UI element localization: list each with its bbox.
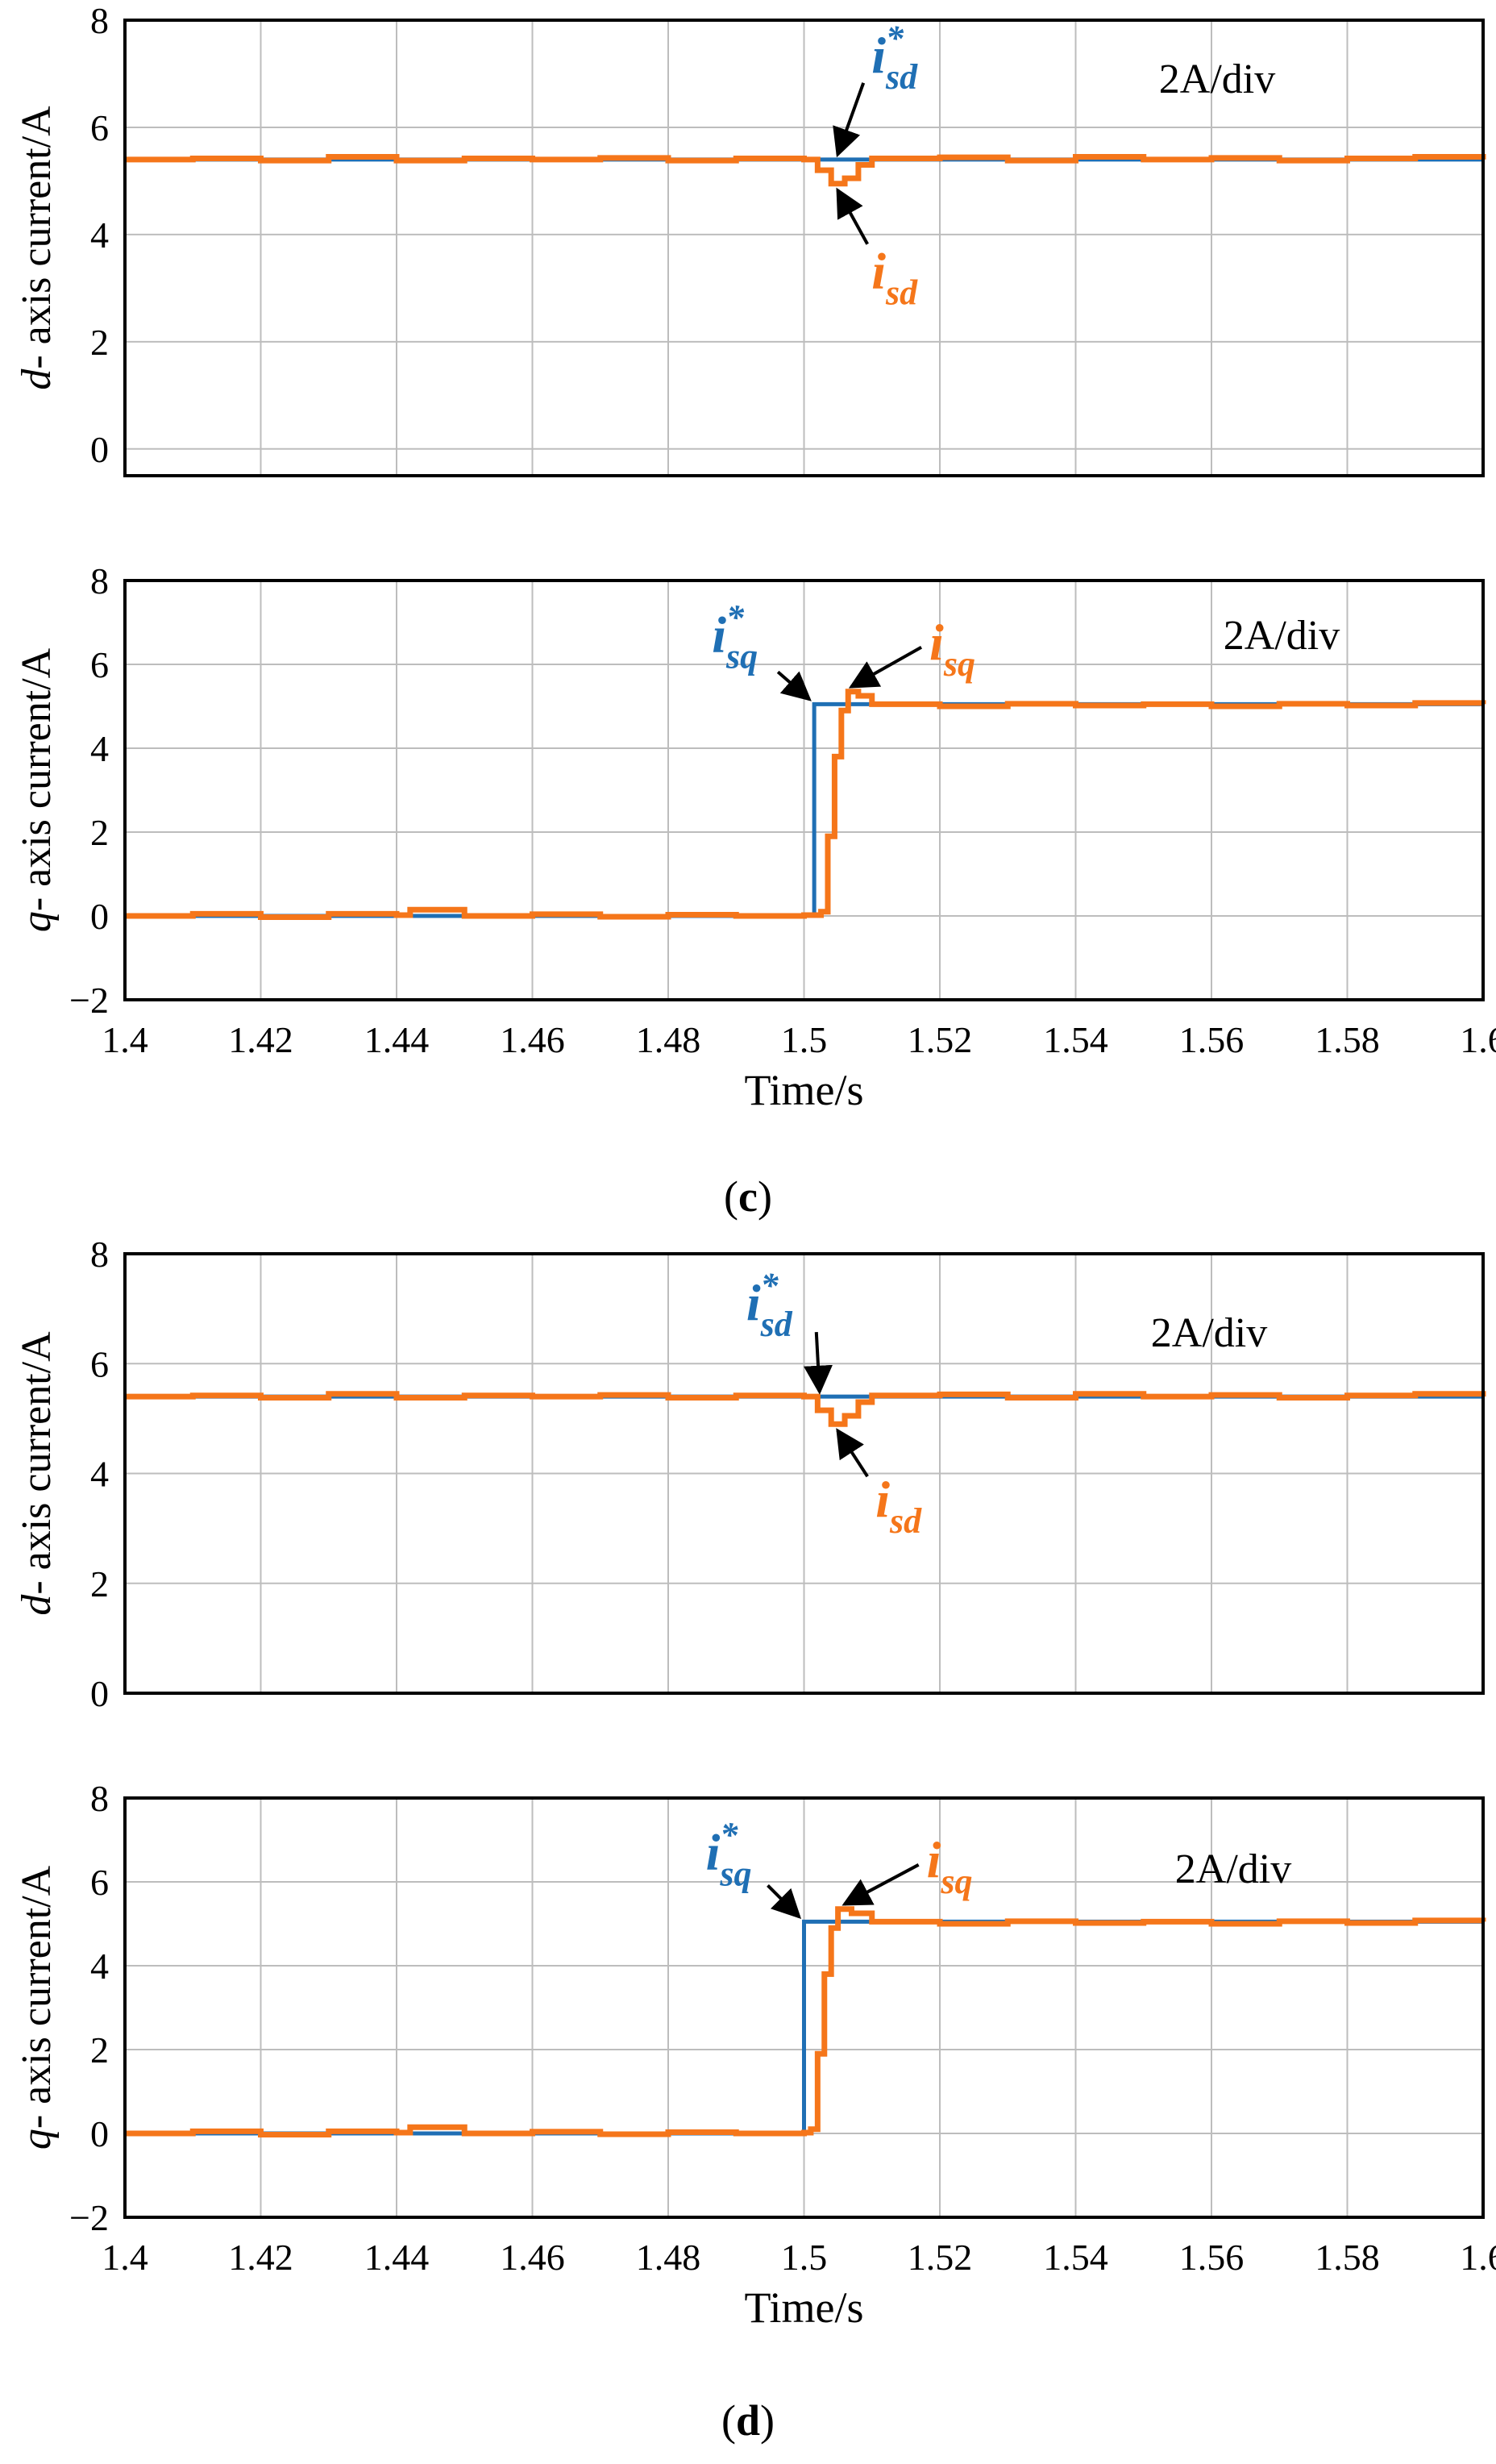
x-tick-label: 1.56 [1179,2237,1245,2278]
annotation-label: i* sd [746,1266,793,1344]
y-tick-label: 8 [90,0,109,41]
y-tick-label: 2 [90,1563,109,1605]
annotation-arrow [836,1428,869,1478]
annotation-arrow [842,1863,920,1906]
reference-series-line [125,1919,1483,2136]
x-tick-label: 1.5 [781,2237,828,2278]
measured-series-line [125,154,1486,187]
y-tick-label: 6 [90,644,109,685]
x-tick-label: 1.58 [1315,2237,1380,2278]
x-tick-label: 1.58 [1315,1019,1380,1060]
x-tick-label: 1.4 [102,2237,148,2278]
y-tick-label: 8 [90,1778,109,1819]
scale-note: 2A/div [1175,1846,1291,1892]
annotation-label: isq [927,1831,973,1901]
x-tick-label: 1.46 [500,2237,565,2278]
measured-series-line [125,1391,1486,1427]
chart-d-d: 8 6 4 2 0 d- axis current/A 2A/div i* sd isd [14,1234,1486,1714]
y-tick-label: 2 [90,812,109,853]
plot-frame [123,579,1485,1001]
annotation-arrow [848,646,923,689]
scale-note: 2A/div [1159,56,1275,102]
y-tick-label: 4 [90,728,109,769]
x-tick-label: 1.42 [228,2237,293,2278]
y-tick-label: 8 [90,560,109,601]
x-tick-label: 1.42 [228,1019,293,1060]
y-tick-label: −2 [69,2197,109,2238]
plot-frame [123,1796,1485,2219]
y-tick-label: 0 [90,1673,109,1714]
x-tick-label: 1.44 [364,2237,430,2278]
annotation-label: i* sq [712,597,758,676]
measured-series-line [125,1906,1486,2138]
annotation-label: isq [929,614,975,684]
y-axis-label: q- axis current/A [14,1865,60,2150]
panel-label-d: (d) [721,2396,775,2445]
x-tick-label: 1.56 [1179,1019,1245,1060]
y-tick-label: 0 [90,2113,109,2154]
x-axis-label: Time/s [744,2283,863,2332]
measured-series-line [125,689,1486,921]
annotation-arrow [836,187,869,245]
y-tick-label: 6 [90,1862,109,1903]
y-tick-label: −2 [69,980,109,1021]
x-tick-label: 1.48 [636,1019,701,1060]
annotation-arrow [767,1883,802,1919]
y-tick-label: 8 [90,1234,109,1275]
y-tick-label: 4 [90,214,109,256]
y-tick-label: 4 [90,1946,109,1987]
y-tick-label: 0 [90,429,109,470]
y-axis-label: q- axis current/A [14,647,60,932]
scale-note: 2A/div [1151,1310,1267,1356]
x-tick-label: 1.44 [364,1019,430,1060]
x-tick-label: 1.46 [500,1019,565,1060]
y-tick-label: 4 [90,1454,109,1495]
y-axis-label: d- axis current/A [14,1331,60,1616]
y-tick-label: 2 [90,322,109,363]
y-tick-label: 0 [90,896,109,937]
chart-d-q: 8 6 4 2 0 −21.4 1.42 1.44 1.46 1.48 1.5 1.52 1.54 1.5… [14,1778,1496,2332]
y-tick-label: 2 [90,2029,109,2071]
x-tick-label: 1.54 [1043,1019,1108,1060]
y-tick-label: 6 [90,107,109,148]
scale-note: 2A/div [1224,613,1340,659]
x-tick-label: 1.6 [1460,2237,1496,2278]
annotation-arrow [833,82,866,158]
y-axis-label: d- axis current/A [14,106,60,390]
annotation-label: isd [871,243,918,313]
plot-frame [123,1252,1485,1695]
x-tick-label: 1.52 [908,2237,973,2278]
annotation-label: isd [875,1471,922,1541]
x-tick-label: 1.5 [781,1019,828,1060]
plot-frame [123,19,1485,477]
chart-c-q: 8 6 4 2 0 −21.4 1.42 1.44 1.46 1.48 1.5 1.52 1.54 1.5… [14,560,1496,1114]
x-tick-label: 1.4 [102,1019,148,1060]
annotation-arrow [804,1332,833,1395]
annotation-label: i* sd [871,19,918,97]
chart-c-d: 8 6 4 2 0 d- axis current/A 2A/div i* sd isd [14,0,1486,477]
y-tick-label: 6 [90,1343,109,1384]
x-tick-label: 1.48 [636,2237,701,2278]
annotation-arrow [776,670,812,701]
x-tick-label: 1.54 [1043,2237,1108,2278]
x-axis-label: Time/s [744,1066,863,1114]
panel-label-c: (c) [724,1172,772,1221]
x-tick-label: 1.52 [908,1019,973,1060]
annotation-label: i* sq [706,1815,752,1893]
x-tick-label: 1.6 [1460,1019,1496,1060]
